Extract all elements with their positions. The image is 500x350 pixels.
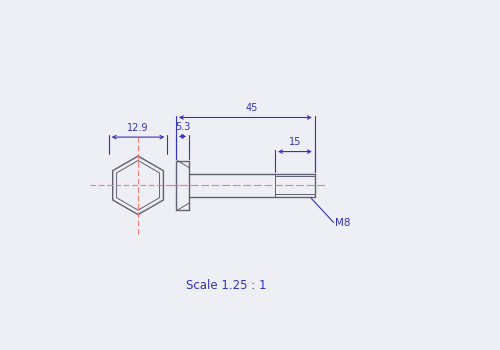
Text: 15: 15	[289, 138, 301, 147]
Text: 12.9: 12.9	[128, 122, 149, 133]
Text: M8: M8	[335, 218, 350, 228]
Text: 5.3: 5.3	[175, 122, 190, 132]
Text: 45: 45	[246, 103, 258, 113]
Text: Scale 1.25 : 1: Scale 1.25 : 1	[186, 279, 266, 292]
